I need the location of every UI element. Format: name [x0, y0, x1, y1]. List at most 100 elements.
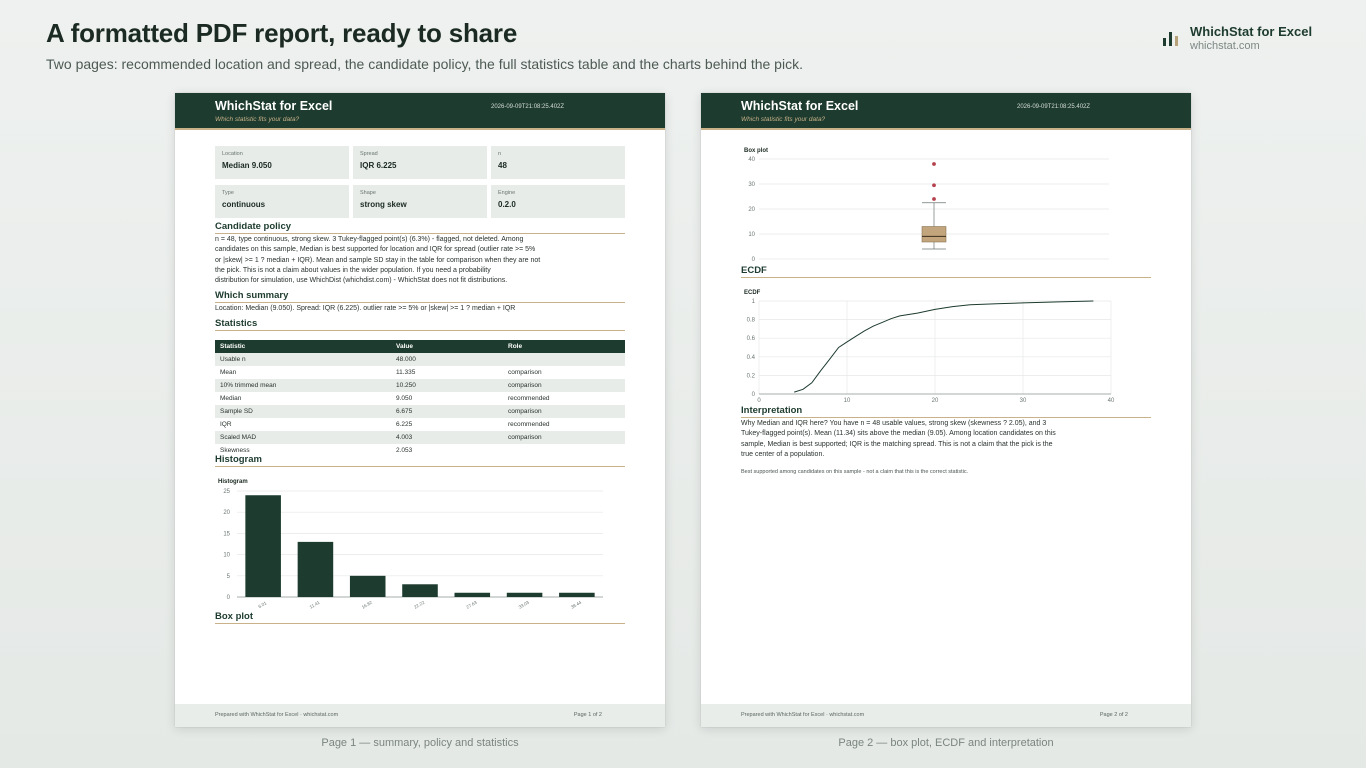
card-value: strong skew [360, 200, 407, 209]
chart-title: Histogram [218, 479, 248, 485]
y-tick-label: 0 [227, 595, 231, 601]
x-tick-label: 33.03 [518, 599, 531, 609]
y-tick-label: 20 [223, 510, 230, 516]
statistics-heading: Statistics [215, 318, 625, 331]
card-key: Spread [360, 151, 378, 157]
policy-line: or |skew| >= 1 ? median + IQR). Mean and… [215, 256, 541, 264]
histogram-bar [245, 495, 281, 597]
histogram-bar [454, 592, 491, 597]
x-tick-label: 6.01 [257, 600, 268, 609]
y-tick-label: 5 [227, 574, 231, 580]
card-value: IQR 6.225 [360, 161, 397, 170]
report-footer: Prepared with WhichStat for Excel · whic… [701, 704, 1191, 727]
x-tick-label: 40 [1108, 398, 1115, 404]
histogram-bar [297, 541, 334, 597]
card-spread: Spread IQR 6.225 [353, 146, 487, 179]
boxplot-svg: Box plot 0 10 20 30 40 [744, 148, 1109, 263]
y-tick-label: 0 [752, 392, 756, 398]
cell: 10% trimmed mean [215, 379, 391, 392]
histogram-bar [402, 584, 438, 597]
cell: comparison [503, 405, 625, 418]
card-key: n [498, 151, 502, 157]
cell: 4.003 [391, 431, 503, 444]
column-header: Role [503, 340, 625, 353]
report-tagline: Which statistic fits your data? [215, 116, 300, 123]
cell: recommended [503, 392, 625, 405]
histogram-bar [506, 592, 543, 597]
table-row: IQR 6.225 recommended [215, 418, 625, 431]
table-header-row: Statistic Value Role [215, 340, 625, 353]
y-tick-label: 0.2 [747, 373, 756, 379]
cell: 9.050 [391, 392, 503, 405]
cell: Scaled MAD [215, 431, 391, 444]
card-key: Type [222, 190, 234, 196]
which-summary-heading: Which summary [215, 290, 625, 303]
cell: recommended [503, 418, 625, 431]
cell: Median [215, 392, 391, 405]
report-tagline: Which statistic fits your data? [741, 116, 826, 123]
x-tick-label: 38.44 [570, 599, 583, 609]
policy-line: the pick. This is not a claim about valu… [215, 266, 491, 274]
x-tick-label: 22.22 [413, 599, 426, 609]
x-tick-label: 16.82 [361, 599, 374, 609]
y-tick-label: 0 [752, 257, 756, 263]
table-row: Sample SD 6.675 comparison [215, 405, 625, 418]
interpretation-line: Why Median and IQR here? You have n = 48… [741, 420, 1047, 427]
cell: 6.225 [391, 418, 503, 431]
hero-subtitle: Two pages: recommended location and spre… [46, 56, 803, 72]
cell: Sample SD [215, 405, 391, 418]
page-1-caption: Page 1 — summary, policy and statistics [321, 737, 519, 749]
histogram-heading: Histogram [215, 454, 625, 467]
card-type: Type continuous [215, 185, 349, 218]
y-tick-label: 10 [223, 553, 230, 559]
report-page-2: WhichStat for Excel Which statistic fits… [701, 93, 1191, 727]
chart-title: Box plot [744, 148, 768, 154]
policy-line: n = 48, type continuous, strong skew. 3 … [215, 236, 524, 243]
table-row: Usable n 48.000 [215, 353, 625, 366]
x-tick-label: 10 [844, 398, 851, 404]
column-header: Value [391, 340, 503, 353]
card-value: continuous [222, 200, 266, 209]
y-tick-label: 40 [748, 157, 755, 163]
cell: comparison [503, 379, 625, 392]
brand-name: WhichStat for Excel [1190, 24, 1313, 39]
interpretation-line: sample, Median is best supported; IQR is… [741, 440, 1053, 448]
y-tick-label: 15 [223, 531, 230, 537]
table-row: Median 9.050 recommended [215, 392, 625, 405]
interpretation-note: Best supported among candidates on this … [741, 469, 969, 475]
column-header: Statistic [215, 340, 391, 353]
cell: Skewness [215, 444, 391, 457]
histogram-bar [559, 592, 595, 597]
footer-prepared: Prepared with WhichStat for Excel · whic… [741, 712, 865, 718]
y-tick-label: 0.4 [747, 355, 756, 361]
interpretation-text: Why Median and IQR here? You have n = 48… [741, 419, 1141, 460]
card-value: 48 [498, 161, 507, 170]
brand-block[interactable]: WhichStat for Excel whichstat.com [1163, 24, 1312, 52]
card-shape: Shape strong skew [353, 185, 487, 218]
cell: Mean [215, 366, 391, 379]
y-tick-label: 20 [748, 207, 755, 213]
card-value: 0.2.0 [498, 200, 516, 209]
cell: 6.675 [391, 405, 503, 418]
candidate-policy-heading: Candidate policy [215, 221, 625, 234]
report-footer: Prepared with WhichStat for Excel · whic… [175, 704, 665, 727]
ecdf-chart: ECDF 0 0.2 0.4 0.6 0.8 1 0 10 20 30 40 [741, 286, 1121, 409]
card-key: Location [222, 151, 243, 157]
boxplot-chart: Box plot 0 10 20 30 40 [741, 144, 1121, 271]
footer-prepared: Prepared with WhichStat for Excel · whic… [215, 712, 339, 718]
ecdf-heading: ECDF [741, 265, 1151, 278]
box-iqr [921, 226, 947, 243]
report-timestamp: 2026-09-09T21:08:25.402Z [491, 104, 565, 110]
x-tick-label: 20 [932, 398, 939, 404]
cell: 48.000 [391, 353, 503, 366]
y-tick-label: 25 [223, 489, 230, 495]
cell: IQR [215, 418, 391, 431]
interpretation-line: Tukey-flagged point(s). Mean (11.34) sit… [741, 430, 1056, 438]
bar-chart-icon [1163, 32, 1178, 46]
summary-cards-row-1: Location Median 9.050 Spread IQR 6.225 n… [215, 146, 625, 179]
cell: 10.250 [391, 379, 503, 392]
cell: comparison [503, 366, 625, 379]
histogram-chart: Histogram 0 5 10 15 20 25 6.01 11.41 16.82 22.22 27… [215, 475, 625, 620]
boxplot-heading: Box plot [215, 611, 625, 624]
